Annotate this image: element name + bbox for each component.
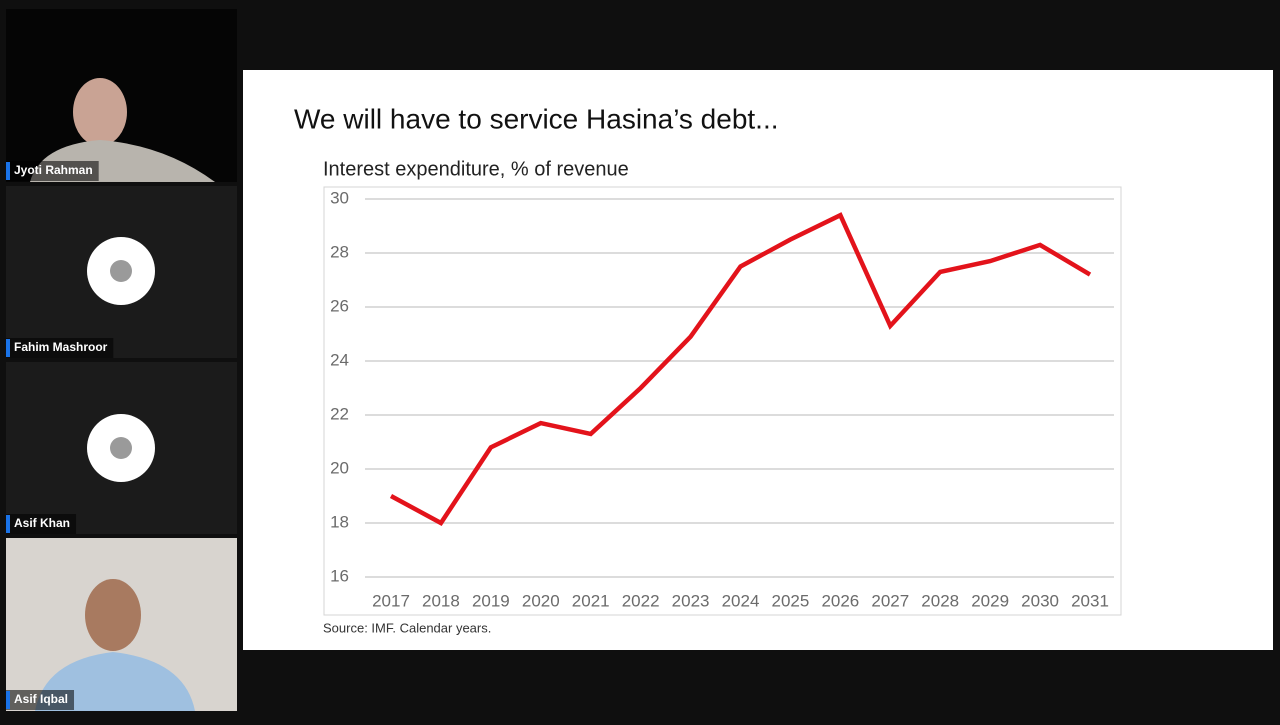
speaker-indicator [6, 515, 10, 533]
y-tick-label: 28 [330, 242, 349, 261]
speaker-indicator [6, 339, 10, 357]
name-label-bg [6, 161, 99, 181]
avatar-icon [110, 437, 132, 459]
x-tick-label: 2017 [372, 591, 410, 610]
participant-name: Asif Iqbal [14, 692, 68, 706]
x-tick-label: 2026 [821, 591, 859, 610]
slide-title: We will have to service Hasina’s debt... [294, 103, 779, 134]
speaker-indicator [6, 691, 10, 709]
y-tick-label: 16 [330, 566, 349, 585]
x-tick-label: 2023 [672, 591, 710, 610]
participant-name: Fahim Mashroor [14, 340, 108, 354]
plot-frame [323, 186, 1122, 616]
x-tick-label: 2021 [572, 591, 610, 610]
y-tick-label: 26 [330, 296, 349, 315]
x-tick-label: 2024 [722, 591, 760, 610]
participant-name: Jyoti Rahman [14, 163, 93, 177]
x-tick-label: 2028 [921, 591, 959, 610]
participant-tile[interactable] [6, 538, 237, 711]
y-tick-label: 18 [330, 512, 349, 531]
person-head [85, 579, 141, 651]
chart-title: Interest expenditure, % of revenue [323, 158, 629, 180]
name-label-bg [6, 338, 114, 358]
y-tick-label: 24 [330, 350, 349, 369]
x-tick-label: 2030 [1021, 591, 1059, 610]
speaker-indicator [6, 162, 10, 180]
x-tick-label: 2027 [871, 591, 909, 610]
participant-tile[interactable] [6, 362, 237, 534]
x-tick-label: 2031 [1071, 591, 1109, 610]
data-line [389, 212, 1092, 526]
name-label-bg [6, 690, 75, 710]
slide [243, 70, 1273, 650]
x-tick-label: 2020 [522, 591, 560, 610]
avatar-icon [110, 260, 132, 282]
x-tick-label: 2018 [422, 591, 460, 610]
participant-tile[interactable] [6, 186, 237, 358]
x-tick-label: 2019 [472, 591, 510, 610]
participant-name: Asif Khan [14, 516, 70, 530]
x-tick-label: 2029 [971, 591, 1009, 610]
y-tick-label: 20 [330, 458, 349, 477]
x-tick-label: 2025 [772, 591, 810, 610]
name-label-bg [6, 514, 77, 534]
person-head [73, 78, 127, 146]
participant-tile[interactable] [6, 9, 237, 182]
y-tick-label: 30 [330, 188, 349, 207]
y-tick-label: 22 [330, 404, 349, 423]
source-note: Source: IMF. Calendar years. [323, 620, 491, 635]
person-body [35, 652, 195, 711]
x-tick-label: 2022 [622, 591, 660, 610]
